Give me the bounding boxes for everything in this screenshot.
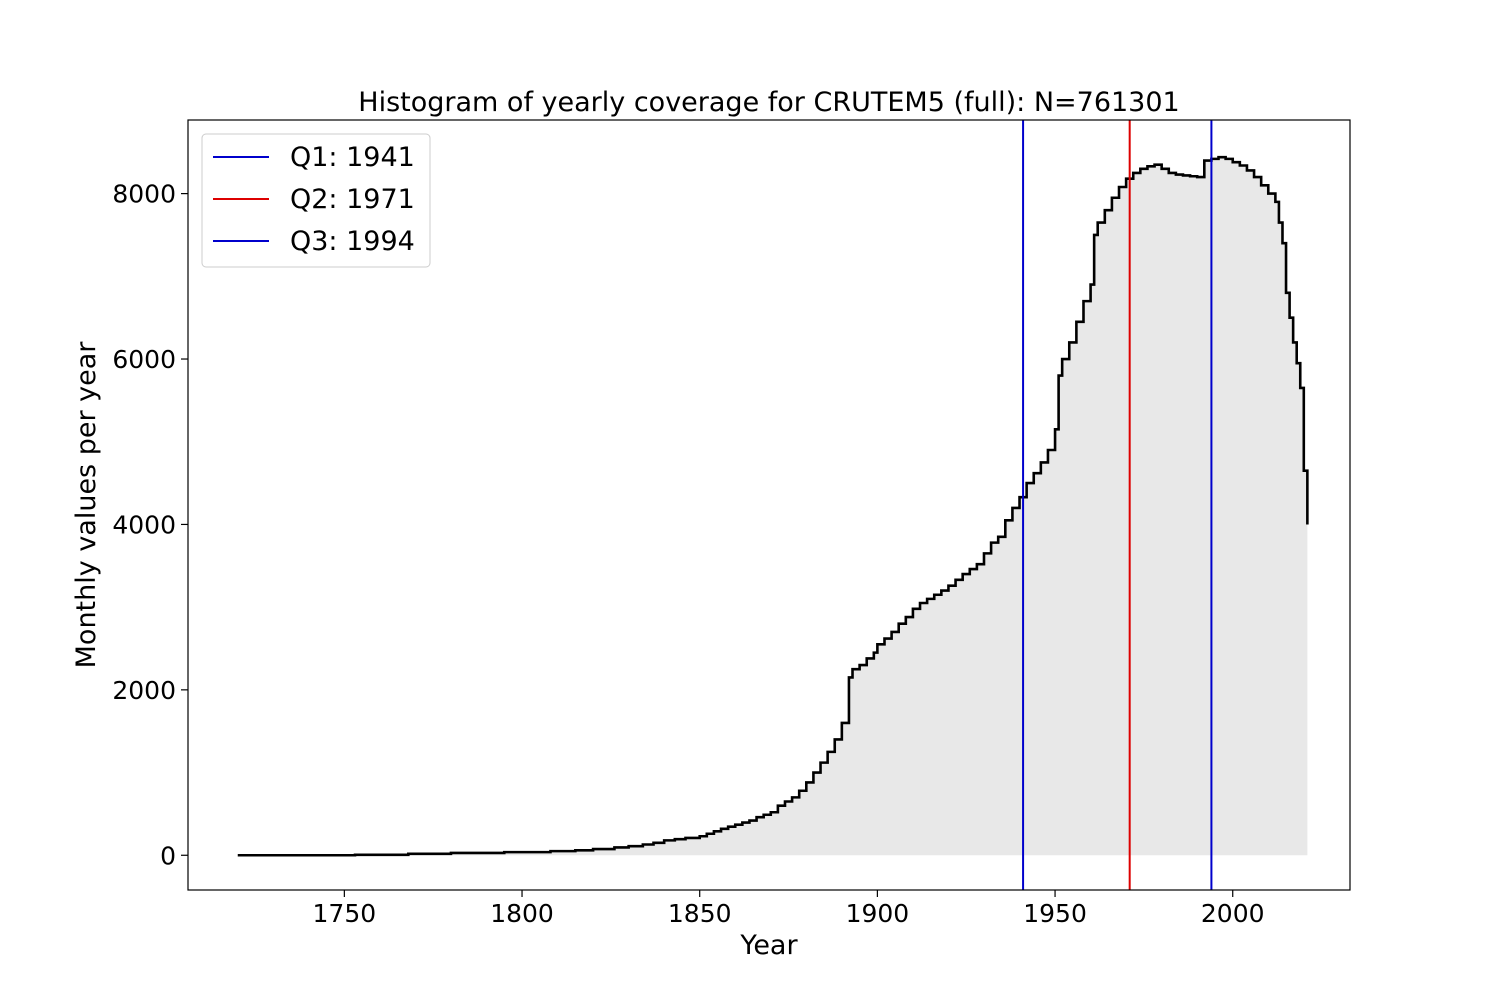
x-tick-label: 1850 (668, 899, 732, 928)
legend-entry-q3: Q3: 1994 (290, 226, 415, 257)
x-tick-label: 2000 (1201, 899, 1265, 928)
plot-area (237, 120, 1309, 890)
x-tick-label: 1950 (1023, 899, 1087, 928)
legend-entry-q2: Q2: 1971 (290, 184, 415, 215)
x-tick-label: 1750 (313, 899, 377, 928)
plot-frame (187, 119, 1351, 891)
x-tick-label: 1800 (490, 899, 554, 928)
x-tick-label: 1900 (846, 899, 910, 928)
y-tick-label: 0 (160, 841, 176, 870)
y-axis-label: Monthly values per year (71, 341, 102, 669)
y-tick-label: 4000 (112, 510, 176, 539)
legend-box (201, 133, 431, 268)
y-tick-label: 8000 (112, 180, 176, 209)
legend: Q1: 1941 Q2: 1971 Q3: 1994 (201, 133, 431, 268)
y-tick-label: 6000 (112, 345, 176, 374)
y-tick-label: 2000 (112, 676, 176, 705)
legend-entry-q1: Q1: 1941 (290, 142, 415, 173)
coverage-area (237, 157, 1308, 856)
chart-title: Histogram of yearly coverage for CRUTEM5… (358, 87, 1179, 118)
y-axis: 0 2000 4000 6000 8000 (112, 180, 188, 870)
x-axis: 1750 1800 1850 1900 1950 2000 (313, 890, 1265, 928)
x-axis-label: Year (739, 930, 798, 961)
